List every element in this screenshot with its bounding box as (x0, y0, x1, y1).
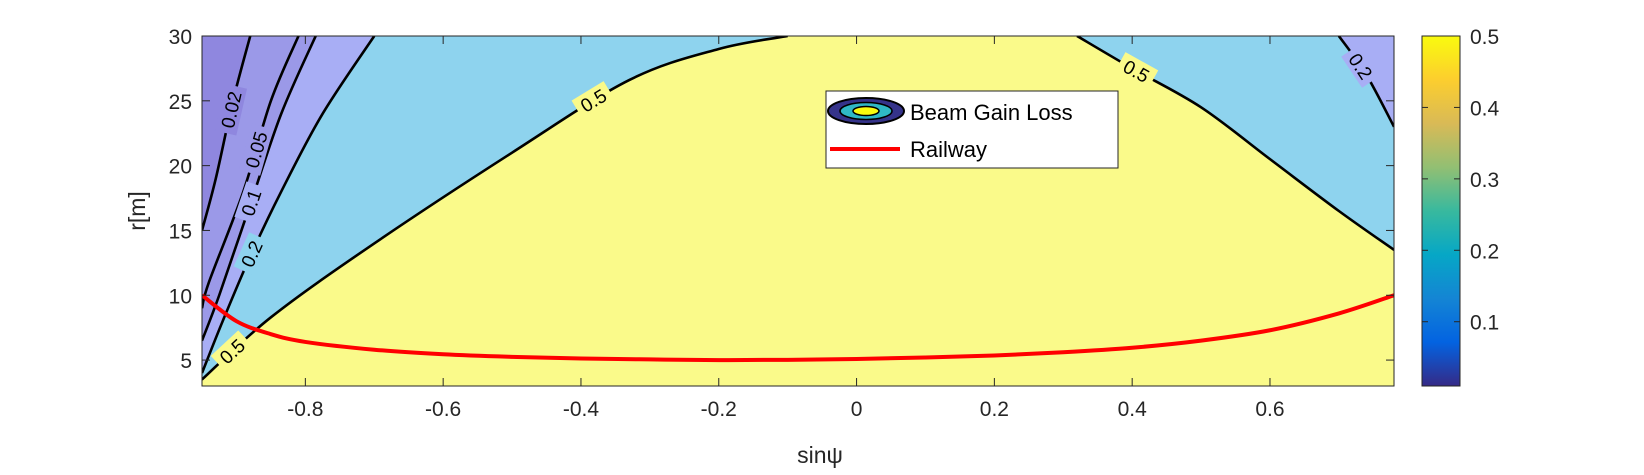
y-tick-label: 5 (180, 350, 192, 373)
contour-label-0-1: 0.1 (234, 181, 268, 224)
y-tick-label: 25 (169, 91, 192, 114)
colorbar-tick-label: 0.5 (1470, 26, 1499, 49)
contour-line-0-5 (202, 36, 788, 381)
plot-area (202, 36, 1394, 386)
x-tick-label: 0.6 (1255, 398, 1284, 421)
contour-line-0-2 (202, 36, 376, 374)
x-axis-label: sinψ (797, 442, 843, 468)
contour-fill-region (1077, 36, 1394, 250)
x-tick-label: -0.4 (563, 398, 600, 421)
beam-gain-loss-legend-icon (827, 97, 905, 125)
colorbar-tick-label: 0.4 (1470, 97, 1500, 120)
colorbar (1421, 35, 1461, 387)
y-axis-label: r[m] (124, 191, 150, 231)
x-tick-label: 0.2 (980, 398, 1009, 421)
x-tick-label: -0.8 (287, 398, 323, 421)
y-tick-label: 15 (169, 220, 192, 243)
y-tick-label: 20 (169, 156, 192, 179)
colorbar-tick-label: 0.1 (1470, 312, 1499, 335)
legend-label-beam-gain-loss: Beam Gain Loss (910, 100, 1073, 125)
x-tick-label: -0.2 (701, 398, 737, 421)
contour-lines (202, 36, 1394, 381)
plot-frame (201, 35, 1395, 387)
contour-fill-region (202, 36, 788, 386)
contour-fill-region (202, 36, 251, 386)
x-tick-label: 0.4 (1118, 398, 1148, 421)
x-tick-label: 0 (851, 398, 863, 421)
colorbar-tick-label: 0.2 (1470, 240, 1499, 263)
contour-label-0-02: 0.02 (214, 83, 247, 136)
legend: Beam Gain Loss Railway (825, 90, 1119, 169)
railway-line (202, 293, 1394, 363)
axes: -0.8 -0.6 -0.4 -0.2 0 0.2 0.4 0.6 5 10 15 20 25 30 (169, 26, 1394, 421)
legend-label-railway: Railway (910, 137, 987, 162)
y-tick-label: 30 (169, 26, 192, 49)
contour-fill-region (1338, 36, 1394, 127)
x-tick-label: -0.6 (425, 398, 461, 421)
colorbar-tick-label: 0.3 (1470, 169, 1499, 192)
y-tick-label: 10 (169, 285, 192, 308)
colorbar-ticks: 0.1 0.2 0.3 0.4 0.5 (1422, 26, 1500, 335)
contour-line-0-02 (202, 36, 252, 231)
